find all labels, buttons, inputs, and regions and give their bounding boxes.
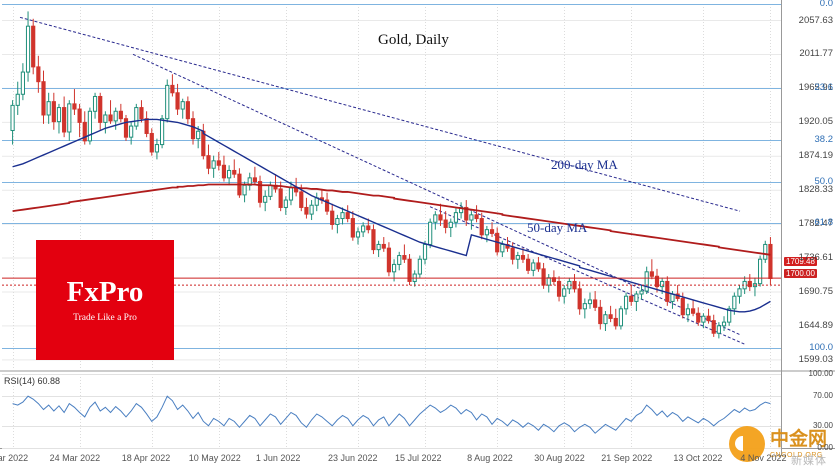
- price-tag-last: 1709.48: [784, 257, 817, 266]
- x-axis-tick: 23 Jun 2022: [327, 453, 378, 463]
- y-axis-tick: 1644.89: [798, 319, 833, 331]
- rsi-axis-tick: 100.00: [808, 369, 833, 378]
- fib-level-label: 38.2: [814, 134, 834, 146]
- rsi-axis-tick: 0.00: [817, 443, 833, 452]
- x-axis-tick: 4 Nov 2022: [740, 453, 787, 463]
- rsi-indicator-label: RSI(14) 60.88: [4, 376, 61, 386]
- y-axis-tick: 1920.05: [798, 116, 833, 128]
- x-axis-tick: 24 Mar 2022: [49, 453, 101, 463]
- x-axis-tick: 10 May 2022: [188, 453, 241, 463]
- fxpro-brand-text: FxPro: [66, 276, 144, 308]
- cngold-name-cn: 中金网: [769, 427, 827, 450]
- y-axis-tick: 1736.61: [798, 252, 833, 264]
- rsi-axis-tick: 70.00: [812, 391, 833, 401]
- fxpro-tagline-text: Trade Like a Pro: [73, 313, 137, 323]
- y-axis-tick: 1782.47: [798, 218, 833, 230]
- fib-level-label: 23.6: [814, 81, 834, 93]
- fib-level-label: 50.0: [814, 175, 834, 187]
- y-axis-tick: 1828.33: [798, 184, 833, 196]
- cngold-watermark-text: 中金网 CNGOLD.ORG: [769, 427, 827, 459]
- cngold-sub-text: 新媒体: [791, 454, 827, 467]
- y-axis-tick: 1690.75: [798, 285, 833, 297]
- fib-level-label: 0.0: [819, 0, 833, 9]
- y-axis-tick: 1599.03: [798, 353, 833, 365]
- fib-level-label: 100.0: [809, 342, 833, 354]
- x-axis-tick: 21 Sep 2022: [601, 453, 653, 463]
- cngold-watermark: 中金网 CNGOLD.ORG: [728, 426, 827, 462]
- x-axis-tick: 18 Apr 2022: [121, 453, 171, 463]
- cngold-logo-icon: [728, 426, 765, 462]
- ma200-annotation: 200-day MA: [551, 157, 618, 172]
- fib-level-label: 61.8: [814, 216, 834, 228]
- y-axis-tick: 2057.63: [798, 14, 833, 26]
- rsi-axis-tick: 30.00: [812, 420, 833, 430]
- x-axis-tick: 2 Mar 2022: [0, 453, 29, 463]
- price-tag-level: 1700.00: [784, 269, 817, 278]
- x-axis-tick: 13 Oct 2022: [673, 453, 723, 463]
- x-axis-tick: 1 Jun 2022: [255, 453, 301, 463]
- x-axis-tick: 30 Aug 2022: [534, 453, 585, 463]
- x-axis-tick: 15 Jul 2022: [395, 453, 442, 463]
- x-axis-tick: 8 Aug 2022: [467, 453, 513, 463]
- fxpro-logo: FxPro Trade Like a Pro: [36, 240, 174, 360]
- y-axis-tick: 2011.77: [799, 48, 833, 60]
- chart-title: Gold, Daily: [378, 32, 449, 48]
- ma50-annotation: 50-day MA: [527, 220, 588, 235]
- y-axis-tick: 1965.91: [798, 82, 833, 94]
- cngold-name-en: CNGOLD.ORG: [769, 451, 823, 459]
- y-axis-tick: 1874.19: [798, 150, 833, 162]
